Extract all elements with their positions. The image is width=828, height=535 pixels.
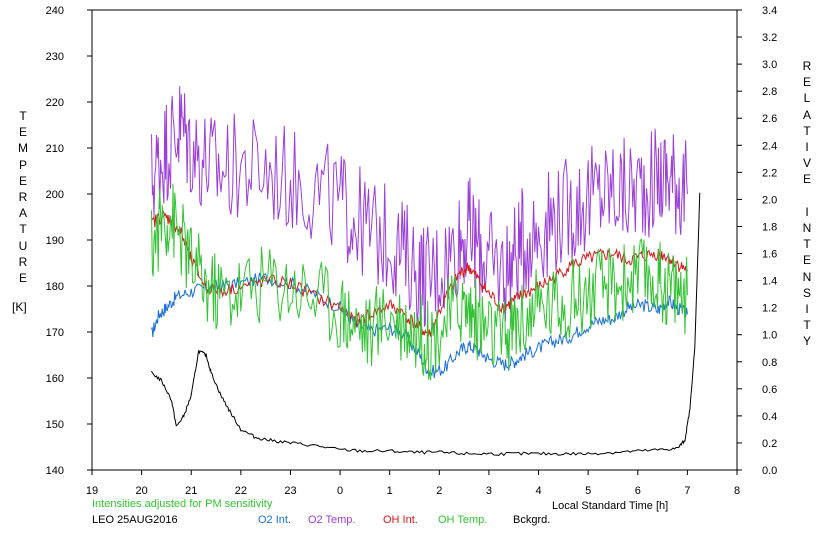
right-tick-label: 1.8 [762,221,777,233]
x-tick-label: 21 [185,485,197,497]
x-tick-label: 5 [585,485,591,497]
x-tick-label: 19 [86,485,98,497]
axis-title-char: N [802,221,812,236]
axis-title-char: E [18,173,27,188]
axis-title-char: T [803,237,811,252]
legend-item: OH Int. [383,514,418,526]
x-tick-label: 8 [734,485,740,497]
axis-title-char: N [802,269,812,284]
left-tick-label: 170 [46,327,64,339]
axis-title-char: Y [802,334,811,349]
axis-title-char: V [802,156,811,171]
axis-title-char: E [18,271,27,286]
left-tick-label: 210 [46,143,64,155]
left-tick-label: 180 [46,281,64,293]
axis-title-char: R [802,59,812,73]
left-tick-label: 160 [46,373,64,385]
right-tick-label: 1.4 [762,276,777,288]
axis-title-char: U [18,238,28,253]
axis-title-char: A [802,107,811,122]
axis-title-char: T [803,123,811,138]
axis-title-char: P [18,157,27,172]
axis-title-char: I [805,204,809,219]
axis-title-char: E [802,172,811,187]
axis-title-char: R [18,254,28,269]
axis-title-char: S [802,285,811,300]
left-tick-label: 240 [46,5,64,17]
x-tick-label: 4 [535,485,541,497]
right-tick-label: 2.6 [762,113,777,125]
x-tick-label: 2 [436,485,442,497]
axis-title-char: A [18,206,27,221]
legend-item: Bckgrd. [513,514,551,526]
legend-item: O2 Temp. [308,514,356,526]
right-tick-label: 2.2 [762,167,777,179]
x-tick-label: 20 [135,485,147,497]
left-tick-label: 200 [46,189,64,201]
x-axis-ticks: 19 20 21 22 23 0 1 2 3 4 5 6 7 8 [86,470,740,497]
left-tick-label: 190 [46,235,64,247]
right-tick-label: 0.4 [762,411,777,423]
x-tick-label: 1 [387,485,393,497]
x-tick-label: 6 [635,485,641,497]
right-tick-label: 1.0 [762,330,777,342]
station-date: LEO 25AUG2016 [92,514,178,526]
right-tick-label: 1.2 [762,303,777,315]
right-tick-label: 0.8 [762,357,777,369]
right-tick-label: 2.8 [762,86,777,98]
axis-title-char: T [19,109,27,123]
x-tick-label: 0 [337,485,343,497]
axis-title-char: I [805,302,809,317]
right-tick-label: 3.4 [762,5,777,17]
left-tick-label: 220 [46,97,64,109]
axis-title-char: E [802,253,811,268]
axis-title-char [800,188,814,204]
axis-title-char: T [803,318,811,333]
right-tick-label: 3.2 [762,32,777,44]
legend-item: O2 Int. [258,514,292,526]
axis-title-char: M [18,141,28,156]
pm-note: Intensities adjusted for PM sensitivity [92,498,273,510]
left-axis-ticks: 140 150 160 170 180 190 200 210 220 230 240 [46,5,92,477]
right-tick-label: 3.0 [762,59,777,71]
x-axis-title: Local Standard Time [h] [552,500,669,512]
legend-item: OH Temp. [438,514,488,526]
left-tick-label: 230 [46,51,64,63]
right-tick-label: 2.0 [762,194,777,206]
axis-title-char: R [18,190,28,205]
axis-title-char: L [803,91,811,106]
left-axis-unit: [K] [12,300,27,314]
right-tick-label: 2.4 [762,140,777,152]
x-tick-label: 23 [284,485,296,497]
right-tick-label: 1.6 [762,249,777,261]
series-layer [151,86,701,457]
series-line-oh-temp [151,183,688,381]
right-tick-label: 0.2 [762,438,777,450]
axis-title-char: T [19,222,27,237]
left-tick-label: 140 [46,465,64,477]
right-tick-label: 0.0 [762,465,777,477]
x-tick-label: 7 [684,485,690,497]
x-tick-label: 3 [486,485,492,497]
series-line-bckgrd [151,192,701,457]
axis-title-char: E [18,125,27,140]
right-tick-label: 0.6 [762,384,777,396]
axis-title-char: I [805,140,809,155]
series-line-o2-temp [151,86,688,328]
series-line-o2-int [151,272,688,378]
right-axis-ticks: 0.0 0.2 0.4 0.6 0.8 1.0 1.2 1.4 1.6 1.8 2.0 2.2 2.4 2… [737,5,777,477]
left-tick-label: 150 [46,419,64,431]
x-tick-label: 22 [235,485,247,497]
axis-title-char: E [802,75,811,90]
